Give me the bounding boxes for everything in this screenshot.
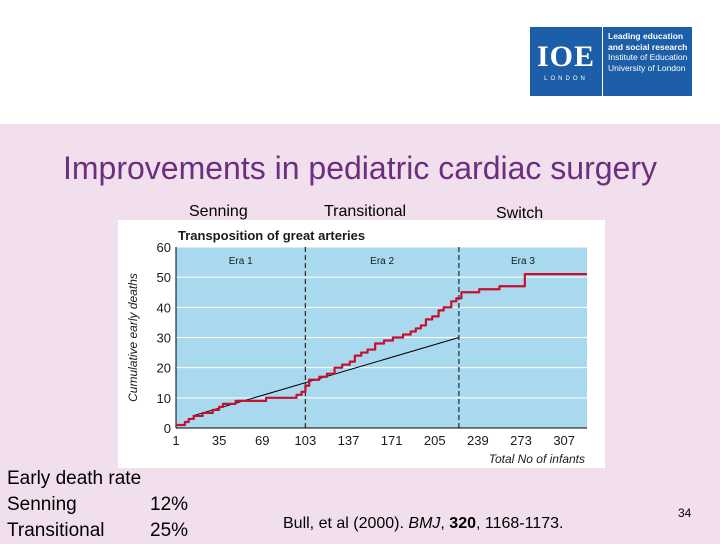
citation-authors: Bull, et al (2000). [283,515,409,532]
logo-mark-text: IOE [536,39,596,73]
x-axis-label: Total No of infants [489,452,585,466]
x-tick-label: 239 [467,433,489,448]
y-tick-label: 20 [157,361,171,376]
y-tick-label: 40 [157,300,171,315]
y-tick-label: 50 [157,270,171,285]
chart-container: Era 1 Era 2 Era 3 0 10 20 30 40 50 60 1 35 69 103 137 1… [118,220,605,468]
stats-heading: Early death rate [7,468,142,489]
citation-volume: 320 [449,515,476,532]
logo-line-3: Institute of Education [608,52,688,62]
logo-line-2: and social research [608,41,688,52]
logo-tagline: Leading education and social research In… [602,27,692,96]
stats-value: 25% [150,520,189,541]
ioe-logo-mark: IOE LONDON [530,27,602,96]
x-tick-label: 171 [381,433,403,448]
chart-svg: Era 1 Era 2 Era 3 0 10 20 30 40 50 60 1 35 69 103 137 1… [118,220,605,468]
citation-pages: , 1168-1173. [476,515,564,532]
citation: Bull, et al (2000). BMJ, 320, 1168-1173. [283,515,563,533]
y-axis-label: Cumulative early deaths [126,273,140,402]
stats-row-transitional: Transitional 25% [7,518,188,544]
era-header-senning: Senning [189,203,248,220]
era-header-transitional: Transitional [324,203,407,220]
stats-row-senning: Senning 12% [7,492,188,518]
x-tick-label: 1 [172,433,179,448]
citation-journal: BMJ [408,515,441,532]
x-tick-label: 137 [338,433,360,448]
x-tick-label: 35 [212,433,226,448]
y-tick-label: 10 [157,391,171,406]
y-tick-label: 30 [157,331,171,346]
ioe-logo: IOE LONDON Leading education and social … [530,27,692,96]
x-tick-label: 307 [553,433,575,448]
citation-sep: , [440,515,450,532]
era-header-switch: Switch [496,205,544,222]
x-tick-label: 103 [295,433,317,448]
stats-value: 12% [150,494,189,515]
era-label: Era 2 [370,256,394,267]
era-label: Era 3 [511,256,535,267]
series-line [176,273,587,427]
era-label: Era 1 [229,256,253,267]
x-tick-label: 69 [255,433,269,448]
logo-london-text: LONDON [544,75,588,82]
chart-title: Transposition of great arteries [178,228,365,243]
logo-line-1: Leading education [608,31,684,41]
stats-label: Transitional [7,520,105,541]
y-tick-label: 0 [164,421,171,436]
slide-title: Improvements in pediatric cardiac surger… [62,150,657,186]
y-tick-label: 60 [157,240,171,255]
x-tick-label: 273 [510,433,532,448]
stats-label: Senning [7,494,77,515]
logo-line-4: University of London [608,62,686,73]
early-death-stats: Early death rate Senning 12% Transitiona… [7,466,188,544]
page-number: 34 [678,506,692,520]
x-tick-label: 205 [424,433,446,448]
